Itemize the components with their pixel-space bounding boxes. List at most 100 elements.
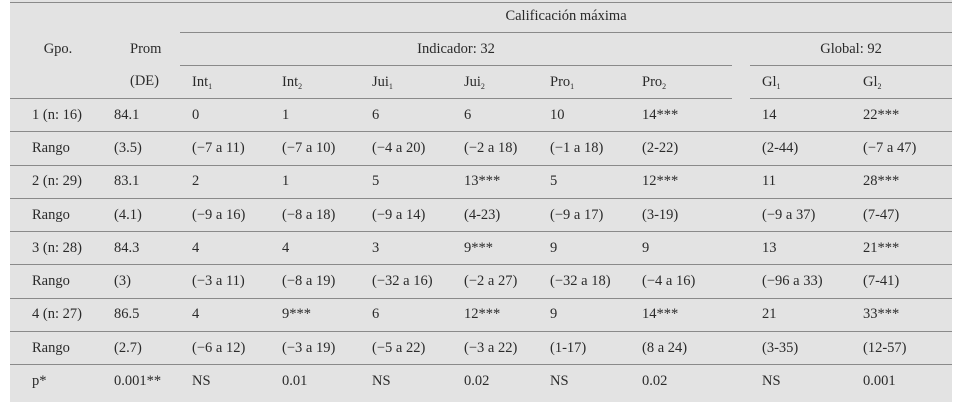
table-cell: 9 [538, 231, 630, 265]
col-header-int2: Int2 [270, 65, 360, 99]
table-cell: (7-47) [851, 197, 953, 232]
header-blank [106, 0, 180, 33]
row-gap [732, 331, 750, 365]
table-cell: 4 [180, 297, 270, 332]
table-cell: 0.01 [270, 364, 360, 398]
table-cell: (−8 a 19) [270, 264, 360, 299]
table-cell: (−4 a 16) [630, 264, 732, 299]
col-header-base: Gl [863, 73, 878, 90]
table-cell: 1 [282, 106, 290, 123]
table-cell: (2-22) [630, 131, 732, 166]
table-cell: (−1 a 18) [538, 131, 630, 166]
table-cell: (12-57) [851, 331, 953, 365]
table-cell: 13 [750, 231, 851, 265]
table-row: p* 0.001** NS 0.01 NS 0.02 NS 0.02 NS 0.001 [10, 364, 953, 398]
row-prom: 84.3 [106, 231, 180, 265]
row-gap [732, 297, 750, 332]
table-cell: NS [360, 364, 452, 398]
row-label: Rango [10, 264, 106, 299]
results-table-panel: Calificación máxima Gpo. Prom Indicador:… [10, 0, 953, 409]
row-label: Rango [10, 131, 106, 166]
table-cell: 0.02 [452, 364, 538, 398]
row-prom: (2.7) [106, 331, 180, 365]
table-cell: 0 [192, 106, 200, 123]
table-row: Rango (3.5) (−7 a 11) (−7 a 10) (−4 a 20) (−2… [10, 131, 953, 166]
header-blank [10, 0, 106, 33]
table-cell: (−96 a 33) [750, 264, 851, 299]
table-cell: 9*** [270, 297, 360, 332]
table-cell: (−9 a 16) [180, 197, 270, 232]
table-cell: 6 [464, 106, 472, 123]
table-cell: 13*** [452, 164, 538, 199]
table-cell: (8 a 24) [630, 331, 732, 365]
table-cell: (3-19) [630, 197, 732, 232]
table-cell: (−7 a 10) [270, 131, 360, 166]
table-cell: 9*** [452, 231, 538, 265]
table-row: Rango (4.1) (−9 a 16) (−8 a 18) (−9 a 14) (4-… [10, 197, 953, 232]
indicador-header: Indicador: 32 [180, 32, 732, 66]
table-cell: 21*** [851, 231, 953, 265]
row-prom: (3) [106, 264, 180, 299]
table-cell: (7-41) [851, 264, 953, 299]
row-label: 3 (n: 28) [10, 231, 106, 265]
table-cell: 12*** [630, 164, 732, 199]
col-header-base: Jui [464, 73, 481, 90]
row-label: p* [10, 364, 106, 398]
table-row: 2 (n: 29) 83.1 2 1 5 13*** 5 12*** 11 28*** [10, 164, 953, 199]
col-header-gl2: Gl2 [851, 65, 953, 99]
row-gap [732, 99, 750, 132]
table-cell: 6 [372, 106, 380, 123]
col-header-subscript: 2 [662, 81, 667, 91]
col-header-pro2: Pro2 [630, 65, 732, 99]
row-prom: 0.001** [106, 364, 180, 398]
row-gap [732, 131, 750, 166]
col-header-base: Pro [642, 73, 663, 90]
table-cell: 14 [762, 106, 777, 123]
table-cell: 28*** [851, 164, 953, 199]
table-cell: (−9 a 14) [360, 197, 452, 232]
table-cell: 2 [180, 164, 270, 199]
table-cell: (−32 a 16) [360, 264, 452, 299]
col-header-gl1: Gl1 [750, 65, 851, 99]
header-blank [10, 65, 106, 99]
row-gap [732, 197, 750, 232]
table-cell: 21 [750, 297, 851, 332]
row-label: 4 (n: 27) [10, 297, 106, 332]
de-header: (DE) [106, 65, 180, 99]
table-cell: 0.02 [630, 364, 732, 398]
col-header-jui2: Jui2 [452, 65, 538, 99]
table-cell: 1 [270, 164, 360, 199]
table-cell: (−6 a 12) [180, 331, 270, 365]
table-cell: 5 [360, 164, 452, 199]
table-cell: 22*** [863, 106, 900, 123]
table-row: 3 (n: 28) 84.3 4 4 3 9*** 9 9 13 21*** [10, 231, 953, 265]
col-header-jui1: Jui1 [360, 65, 452, 99]
row-prom: 86.5 [106, 297, 180, 332]
table-cell: 0.001 [851, 364, 953, 398]
main-title: Calificación máxima [180, 0, 953, 33]
table-cell: 6 [360, 297, 452, 332]
table-cell: 14*** [630, 297, 732, 332]
col-header-subscript: 1 [208, 81, 213, 91]
table-cell: (2-44) [750, 131, 851, 166]
header-gap [732, 33, 750, 66]
table-cell: (−2 a 18) [452, 131, 538, 166]
table-cell: (−8 a 18) [270, 197, 360, 232]
row-prom: (4.1) [106, 197, 180, 232]
table-cell: 11 [750, 164, 851, 199]
col-header-subscript: 2 [298, 81, 303, 91]
row-label: Rango [10, 197, 106, 232]
header-gap [732, 66, 750, 99]
table-row: Rango (3) (−3 a 11) (−8 a 19) (−32 a 16) (−2 … [10, 264, 953, 299]
col-header-subscript: 1 [776, 81, 781, 91]
table-cell: 3 [360, 231, 452, 265]
col-header-base: Int [282, 73, 299, 90]
col-header-subscript: 2 [480, 81, 485, 91]
col-header-subscript: 1 [388, 81, 393, 91]
col-header-base: Jui [372, 73, 389, 90]
table-cell: (−4 a 20) [360, 131, 452, 166]
table-cell: (−9 a 17) [538, 197, 630, 232]
table-top-rule [10, 2, 952, 3]
table-cell: (−2 a 27) [452, 264, 538, 299]
col-header-base: Pro [550, 73, 571, 90]
